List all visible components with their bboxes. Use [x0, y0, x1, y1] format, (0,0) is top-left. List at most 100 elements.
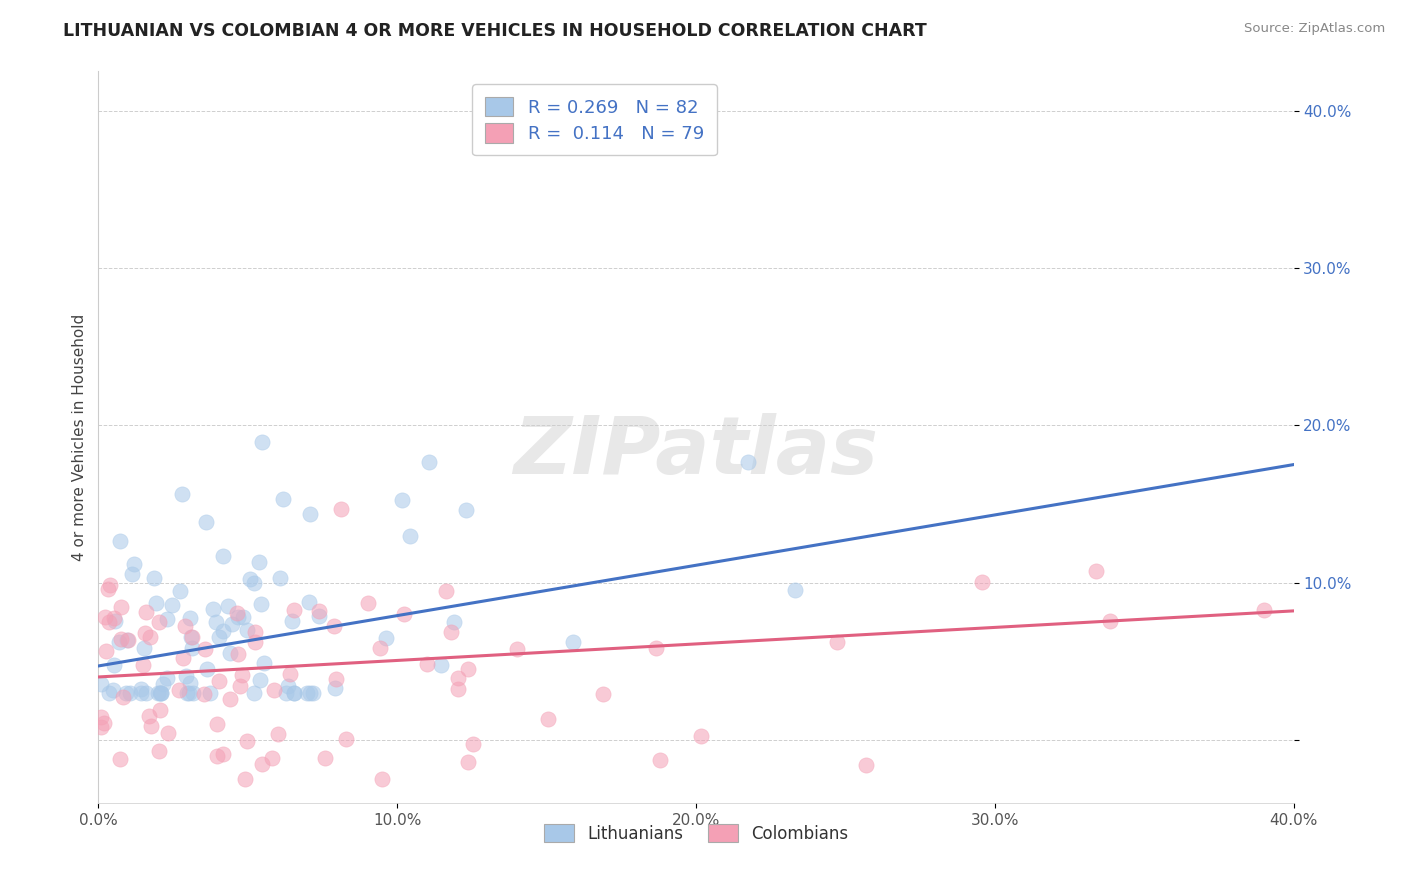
- Point: [783, 583, 806, 598]
- Point: [855, 758, 877, 772]
- Point: [139, 719, 162, 733]
- Point: [561, 634, 583, 648]
- Point: [689, 729, 711, 743]
- Point: [644, 641, 666, 656]
- Point: [283, 686, 305, 700]
- Point: [232, 610, 254, 624]
- Point: [277, 679, 299, 693]
- Point: [90, 676, 112, 690]
- Point: [97, 582, 120, 596]
- Point: [239, 572, 262, 586]
- Point: [970, 574, 993, 589]
- Point: [148, 744, 170, 758]
- Point: [329, 501, 352, 516]
- Point: [120, 686, 142, 700]
- Point: [135, 605, 157, 619]
- Point: [200, 686, 222, 700]
- Point: [252, 757, 274, 772]
- Point: [456, 503, 478, 517]
- Point: [145, 595, 167, 609]
- Point: [110, 632, 132, 646]
- Point: [221, 617, 243, 632]
- Point: [134, 641, 156, 656]
- Point: [172, 651, 194, 665]
- Y-axis label: 4 or more Vehicles in Household: 4 or more Vehicles in Household: [72, 313, 87, 561]
- Point: [314, 751, 336, 765]
- Point: [416, 657, 439, 671]
- Point: [201, 602, 224, 616]
- Point: [176, 686, 198, 700]
- Point: [325, 672, 347, 686]
- Point: [263, 682, 285, 697]
- Point: [297, 686, 319, 700]
- Point: [142, 571, 165, 585]
- Point: [371, 772, 394, 787]
- Point: [1253, 602, 1275, 616]
- Point: [648, 753, 671, 767]
- Point: [195, 661, 218, 675]
- Point: [146, 686, 169, 700]
- Point: [302, 686, 325, 700]
- Point: [208, 630, 231, 644]
- Point: [170, 487, 193, 501]
- Point: [149, 686, 172, 700]
- Point: [278, 666, 301, 681]
- Point: [156, 611, 179, 625]
- Point: [252, 435, 274, 450]
- Point: [1098, 614, 1121, 628]
- Point: [129, 686, 152, 700]
- Point: [176, 669, 198, 683]
- Point: [249, 597, 271, 611]
- Point: [132, 658, 155, 673]
- Point: [134, 625, 156, 640]
- Point: [218, 692, 240, 706]
- Point: [90, 710, 112, 724]
- Point: [235, 623, 257, 637]
- Point: [271, 491, 294, 506]
- Point: [249, 673, 271, 688]
- Point: [391, 493, 413, 508]
- Point: [283, 686, 305, 700]
- Point: [283, 602, 305, 616]
- Point: [217, 599, 239, 614]
- Point: [231, 667, 253, 681]
- Legend: Lithuanians, Colombians: Lithuanians, Colombians: [537, 818, 855, 849]
- Point: [247, 556, 270, 570]
- Point: [179, 611, 201, 625]
- Point: [457, 756, 479, 770]
- Point: [138, 709, 160, 723]
- Point: [156, 725, 179, 739]
- Point: [298, 595, 321, 609]
- Point: [179, 676, 201, 690]
- Point: [117, 632, 139, 647]
- Point: [103, 611, 125, 625]
- Point: [129, 682, 152, 697]
- Point: [160, 598, 183, 612]
- Point: [375, 631, 398, 645]
- Point: [242, 686, 264, 700]
- Point: [592, 687, 614, 701]
- Point: [299, 686, 322, 700]
- Point: [211, 747, 233, 761]
- Point: [204, 615, 226, 629]
- Point: [98, 578, 121, 592]
- Point: [149, 703, 172, 717]
- Point: [111, 690, 134, 704]
- Point: [447, 671, 470, 685]
- Point: [208, 674, 231, 689]
- Point: [90, 720, 112, 734]
- Point: [394, 607, 416, 622]
- Point: [443, 615, 465, 629]
- Point: [457, 662, 479, 676]
- Point: [537, 712, 560, 726]
- Point: [398, 529, 420, 543]
- Point: [269, 571, 291, 585]
- Point: [281, 614, 304, 628]
- Point: [148, 615, 170, 629]
- Point: [226, 606, 249, 620]
- Text: ZIPatlas: ZIPatlas: [513, 413, 879, 491]
- Point: [107, 634, 129, 648]
- Point: [308, 609, 330, 624]
- Point: [368, 640, 391, 655]
- Point: [434, 583, 457, 598]
